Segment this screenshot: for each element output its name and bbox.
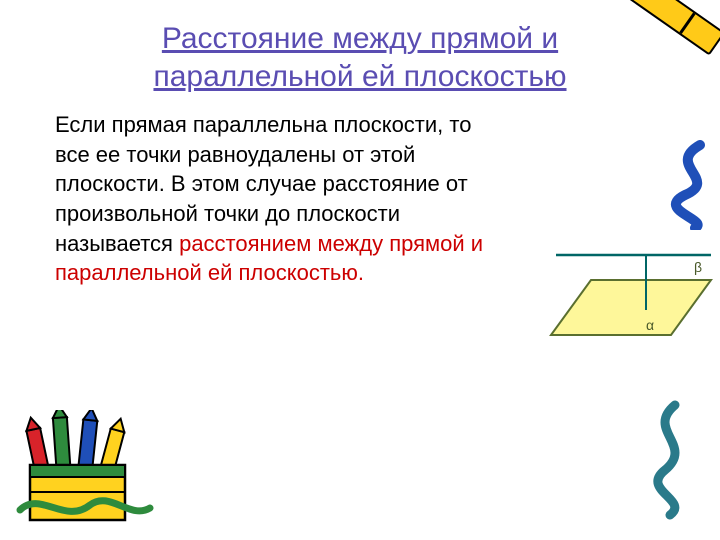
plane-shape (551, 280, 711, 335)
blue-squiggle-path (676, 145, 700, 228)
title-link: Расстояние между прямой и параллельной е… (153, 22, 566, 93)
alpha-label: α (646, 317, 654, 333)
crayon-stripe-2 (679, 13, 695, 34)
title-container: Расстояние между прямой и параллельной е… (0, 0, 720, 95)
plane-diagram: α β (516, 240, 716, 360)
beta-label: β (694, 259, 702, 275)
teal-squiggle-path (658, 405, 675, 515)
crayon-box-icon (10, 410, 160, 530)
blue-squiggle-icon (665, 140, 715, 230)
teal-squiggle-icon (640, 400, 700, 520)
